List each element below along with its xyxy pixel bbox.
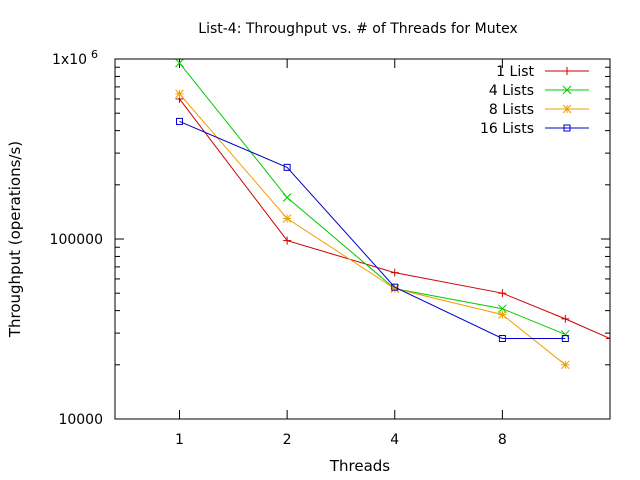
data-point <box>561 335 569 343</box>
series-line-4 <box>179 120 566 340</box>
data-point <box>498 335 506 343</box>
y-tick-label-text: 10000 <box>58 412 103 428</box>
data-point <box>283 163 291 171</box>
plot-border <box>114 58 611 420</box>
y-tick-label: 1x10 6 <box>52 48 98 68</box>
x-tick-label: 1 <box>175 432 184 448</box>
data-point <box>390 268 399 277</box>
data-point <box>175 59 184 68</box>
data-point <box>282 214 292 223</box>
series-layer <box>175 59 610 370</box>
chart-title: List-4: Throughput vs. # of Threads for … <box>198 21 517 37</box>
y-tick-label: 100000 <box>50 232 103 248</box>
legend-marker <box>562 104 572 114</box>
data-point <box>176 117 184 125</box>
data-point <box>283 236 292 245</box>
y-tick-label-exponent: 6 <box>91 48 98 61</box>
data-point <box>561 314 570 323</box>
y-tick-label: 10000 <box>58 412 103 428</box>
legend-label: 1 List <box>496 64 534 80</box>
data-point <box>606 334 610 343</box>
data-point <box>175 89 184 99</box>
x-axis-label: Threads <box>329 457 390 475</box>
series-line-1 <box>179 98 610 339</box>
y-axis-label: Throughput (operations/s) <box>6 141 24 338</box>
x-tick-label: 4 <box>390 432 399 448</box>
data-point <box>560 360 570 370</box>
data-point <box>282 193 292 202</box>
legend-marker <box>563 124 571 132</box>
data-point <box>498 289 507 298</box>
legend: 1 List 4 Lists 8 Lists 16 Lists <box>480 64 589 137</box>
legend-marker <box>563 67 571 75</box>
plot-area <box>175 59 610 370</box>
x-tick-label: 2 <box>283 432 292 448</box>
tick-layer: 1 2 4 8 10000 100000 1x10 6 <box>50 48 610 448</box>
legend-label: 16 Lists <box>480 121 534 137</box>
data-point <box>391 283 399 291</box>
x-tick-label: 8 <box>498 432 507 448</box>
legend-label: 4 Lists <box>489 83 534 99</box>
legend-label: 8 Lists <box>489 102 534 118</box>
legend-marker <box>562 85 572 95</box>
y-tick-label-text: 1x10 <box>52 52 87 68</box>
data-point <box>498 310 507 319</box>
y-tick-label-text: 100000 <box>50 232 103 248</box>
